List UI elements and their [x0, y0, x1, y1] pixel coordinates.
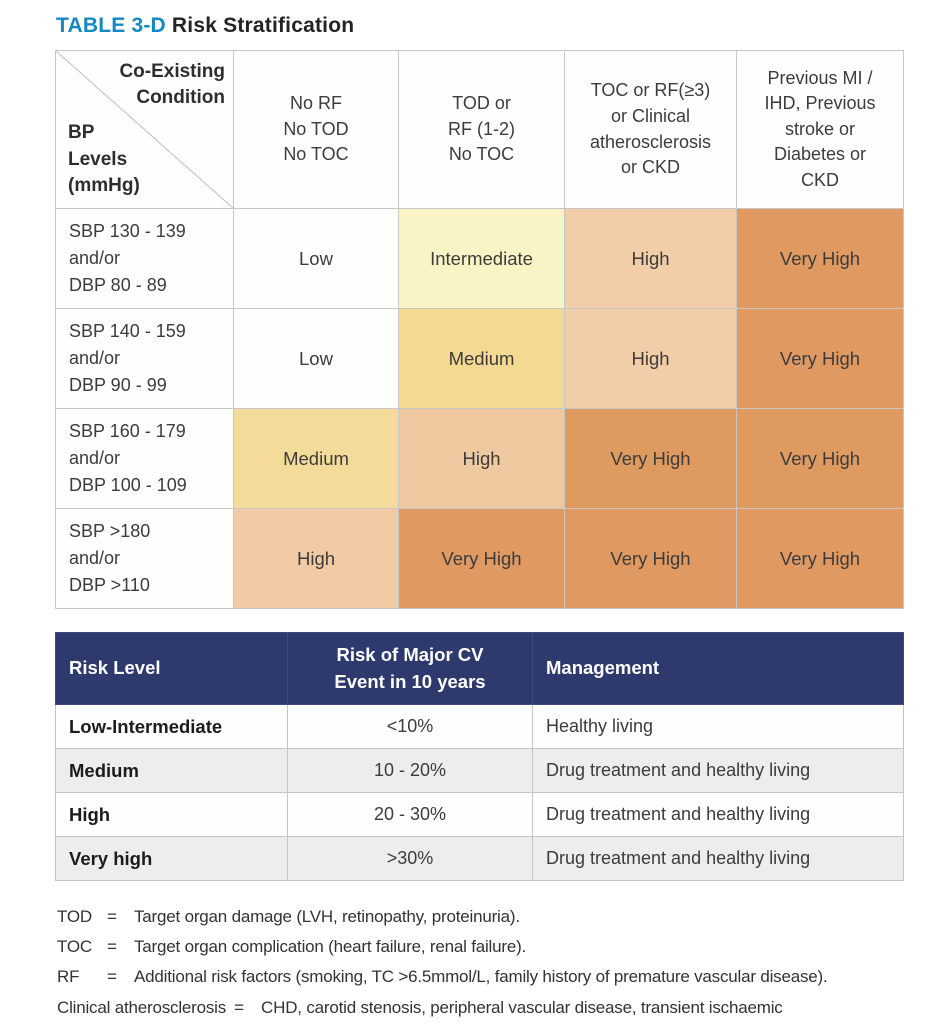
risk-level-value: High [55, 792, 288, 837]
risk-cell: Very High [564, 408, 737, 509]
risk-cell: High [564, 308, 737, 409]
equals-sign: = [234, 998, 244, 1017]
management-value: Drug treatment and healthy living [532, 748, 904, 793]
bp-range-label: SBP 140 - 159 and/or DBP 90 - 99 [55, 308, 234, 409]
risk-cell: Very High [564, 508, 737, 609]
footnote-term: Clinical atherosclerosis [57, 998, 227, 1017]
matrix-row-sbp160: SBP 160 - 179 and/or DBP 100 - 109 Mediu… [55, 408, 904, 509]
diagonal-divider-line [56, 51, 233, 208]
footnote-tod: TOD = Target organ damage (LVH, retinopa… [57, 902, 903, 932]
bp-range-label: SBP 160 - 179 and/or DBP 100 - 109 [55, 408, 234, 509]
risk-table-row: High 20 - 30% Drug treatment and healthy… [55, 792, 904, 837]
risk-table-header-row: Risk Level Risk of Major CV Event in 10 … [55, 632, 904, 705]
bp-range-label: SBP >180 and/or DBP >110 [55, 508, 234, 609]
footnote-term: TOD [57, 907, 92, 926]
cv-risk-value: 20 - 30% [287, 792, 533, 837]
matrix-row-sbp140: SBP 140 - 159 and/or DBP 90 - 99 Low Med… [55, 308, 904, 409]
risk-table-row: Medium 10 - 20% Drug treatment and healt… [55, 748, 904, 793]
footnote-definition: Target organ damage (LVH, retinopathy, p… [134, 907, 520, 926]
footnote-toc: TOC = Target organ complication (heart f… [57, 932, 903, 962]
footnote-definition: Target organ complication (heart failure… [134, 937, 527, 956]
risk-table-row: Low-Intermediate <10% Healthy living [55, 704, 904, 749]
management-value: Drug treatment and healthy living [532, 836, 904, 881]
table-title: TABLE 3-D Risk Stratification [56, 14, 903, 38]
matrix-row-sbp180: SBP >180 and/or DBP >110 High Very High … [55, 508, 904, 609]
corner-header-cell: Co-Existing Condition BP Levels (mmHg) [55, 50, 234, 209]
risk-cell: Very High [736, 408, 904, 509]
risk-cell: Very High [398, 508, 565, 609]
column-header-tod-rf: TOD or RF (1-2) No TOC [398, 50, 565, 209]
corner-bp-levels-label: BP Levels (mmHg) [68, 122, 140, 196]
footnotes: TOD = Target organ damage (LVH, retinopa… [57, 902, 903, 1024]
footnote-term: TOC [57, 937, 92, 956]
bp-range-label: SBP 130 - 139 and/or DBP 80 - 89 [55, 208, 234, 309]
column-header-no-rf: No RF No TOD No TOC [233, 50, 399, 209]
equals-sign: = [107, 967, 117, 986]
risk-cell: High [233, 508, 399, 609]
risk-cell: Medium [398, 308, 565, 409]
column-header-previous-mi: Previous MI / IHD, Previous stroke or Di… [736, 50, 904, 209]
risk-level-value: Medium [55, 748, 288, 793]
cv-risk-value: <10% [287, 704, 533, 749]
risk-stratification-matrix: Co-Existing Condition BP Levels (mmHg) N… [55, 50, 904, 609]
footnote-clinical-atherosclerosis: Clinical atherosclerosis = CHD, carotid … [57, 994, 903, 1024]
table-title-text: Risk Stratification [171, 14, 355, 37]
risk-cell: Very High [736, 208, 904, 309]
footnote-definition: Additional risk factors (smoking, TC >6.… [134, 967, 828, 986]
corner-coexisting-condition-label: Co-Existing Condition [119, 61, 225, 108]
management-value: Healthy living [532, 704, 904, 749]
cv-risk-value: 10 - 20% [287, 748, 533, 793]
table-number-label: TABLE 3-D [56, 14, 166, 37]
column-header-toc-rf3: TOC or RF(≥3) or Clinical atherosclerosi… [564, 50, 737, 209]
footnote-rf: RF = Additional risk factors (smoking, T… [57, 962, 903, 992]
risk-level-management-table: Risk Level Risk of Major CV Event in 10 … [55, 632, 904, 881]
header-management: Management [532, 632, 904, 705]
matrix-header-row: Co-Existing Condition BP Levels (mmHg) N… [55, 50, 904, 209]
equals-sign: = [107, 937, 117, 956]
risk-level-value: Low-Intermediate [55, 704, 288, 749]
management-value: Drug treatment and healthy living [532, 792, 904, 837]
risk-cell: Low [233, 308, 399, 409]
risk-level-value: Very high [55, 836, 288, 881]
header-cv-event-risk: Risk of Major CV Event in 10 years [287, 632, 533, 705]
matrix-row-sbp130: SBP 130 - 139 and/or DBP 80 - 89 Low Int… [55, 208, 904, 309]
risk-cell: High [564, 208, 737, 309]
header-risk-level: Risk Level [55, 632, 288, 705]
equals-sign: = [107, 907, 117, 926]
footnote-term: RF [57, 967, 80, 986]
risk-cell: High [398, 408, 565, 509]
risk-cell: Very High [736, 308, 904, 409]
risk-cell: Medium [233, 408, 399, 509]
risk-table-row: Very high >30% Drug treatment and health… [55, 836, 904, 881]
footnote-definition: CHD, carotid stenosis, peripheral vascul… [261, 998, 783, 1017]
risk-cell: Intermediate [398, 208, 565, 309]
cv-risk-value: >30% [287, 836, 533, 881]
risk-cell: Very High [736, 508, 904, 609]
risk-cell: Low [233, 208, 399, 309]
